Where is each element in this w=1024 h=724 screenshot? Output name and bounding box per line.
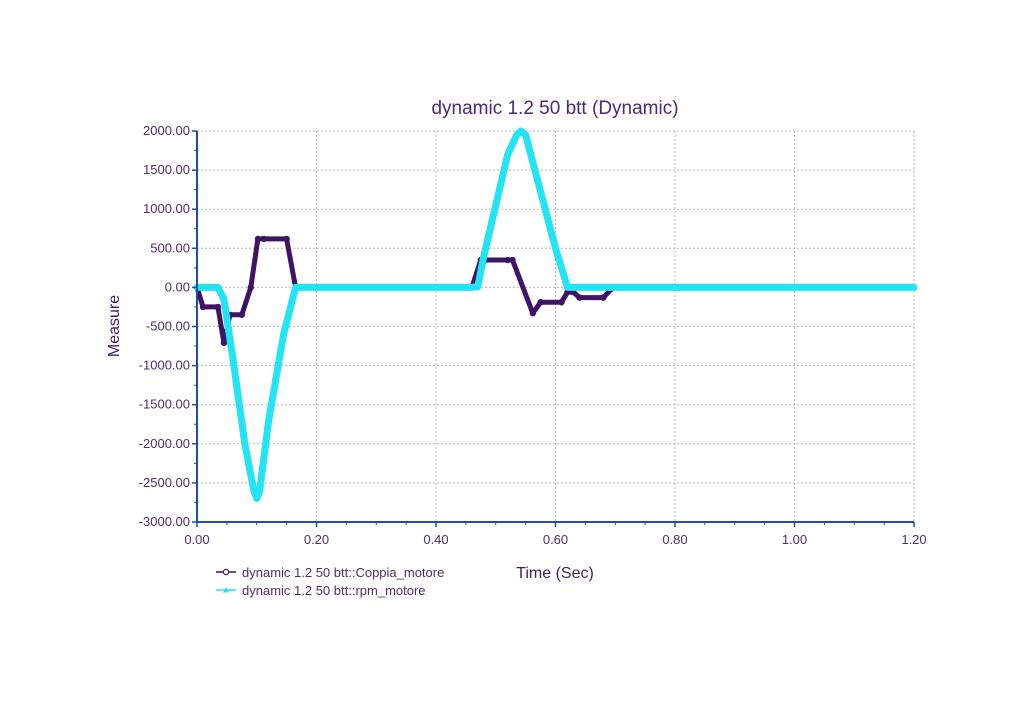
x-tick-label: 1.00 — [782, 532, 807, 547]
series-2-point — [552, 245, 559, 251]
y-axis-title: Measure — [106, 295, 123, 357]
y-tick-label: 1000.00 — [143, 201, 190, 216]
x-tick-label: 1.20 — [901, 532, 926, 547]
y-tick-label: -3000.00 — [139, 514, 190, 529]
series-2-point — [480, 253, 487, 259]
y-tick-label: -2500.00 — [139, 475, 190, 490]
axes: 2000.00 1500.00 1000.00 500.00 0.00 -500.00 -1… — [139, 123, 927, 547]
series-1-point — [199, 303, 207, 311]
series-2-point — [253, 495, 260, 502]
series-2-point — [911, 284, 917, 290]
series-layer — [193, 127, 918, 502]
legend[interactable]: dynamic 1.2 50 btt::Coppia_motoredynamic… — [216, 565, 444, 598]
legend-label: dynamic 1.2 50 btt::rpm_motore — [242, 583, 426, 598]
series-1-point — [537, 299, 544, 306]
series-1-point — [260, 235, 268, 243]
series-1-point — [576, 294, 583, 301]
x-axis-title: Time (Sec) — [516, 565, 594, 582]
series-1-point — [254, 235, 262, 243]
y-tick-label: -1000.00 — [139, 358, 190, 373]
x-tick-label: 0.00 — [184, 532, 209, 547]
series-2-point — [229, 354, 236, 361]
series-2-point — [570, 284, 577, 290]
series-1-point — [247, 284, 254, 291]
series-2-point — [214, 284, 221, 290]
series-2-point — [504, 151, 511, 157]
y-tick-label: 0.00 — [165, 279, 190, 294]
series-1-point — [529, 310, 536, 317]
series-2-point — [513, 131, 520, 138]
legend-marker-circle — [222, 568, 230, 576]
series-1-point — [220, 339, 228, 347]
y-tick-label: -500.00 — [146, 319, 190, 334]
series-2-point — [280, 331, 287, 337]
series-1-point — [558, 299, 565, 306]
legend-item-1[interactable]: dynamic 1.2 50 btt::Coppia_motore — [216, 565, 444, 580]
legend-marker-triangle — [223, 587, 229, 593]
chart-title: dynamic 1.2 50 btt (Dynamic) — [431, 98, 678, 119]
series-2-point — [220, 296, 227, 302]
series-2-point — [474, 283, 481, 290]
series-1-point — [238, 311, 246, 318]
y-tick-label: -2000.00 — [139, 436, 190, 451]
series-1-point — [600, 294, 607, 301]
series-2-point — [265, 417, 272, 423]
series-1-point — [509, 256, 516, 264]
y-tick-label: 2000.00 — [143, 123, 190, 138]
series-2-point — [295, 284, 302, 290]
x-tick-label: 0.80 — [662, 532, 687, 547]
y-tick-label: 500.00 — [150, 240, 190, 255]
grid — [196, 130, 915, 523]
series-2-point — [468, 284, 475, 290]
series-2-point — [517, 128, 524, 134]
x-tick-label: 0.20 — [304, 532, 329, 547]
y-tick-label: 1500.00 — [143, 162, 190, 177]
y-tick-label: -1500.00 — [139, 397, 190, 412]
series-1-point — [214, 303, 222, 311]
legend-label: dynamic 1.2 50 btt::Coppia_motore — [242, 565, 444, 580]
series-2-point — [241, 440, 248, 447]
series-2-point — [256, 487, 263, 494]
series-1-point — [283, 235, 290, 243]
x-tick-label: 0.40 — [423, 532, 448, 547]
series-2-point — [250, 487, 257, 494]
x-tick-label: 0.60 — [543, 532, 568, 547]
series-2-point — [564, 284, 571, 290]
series-2-point — [522, 131, 529, 138]
legend-item-2[interactable]: dynamic 1.2 50 btt::rpm_motore — [216, 583, 426, 598]
